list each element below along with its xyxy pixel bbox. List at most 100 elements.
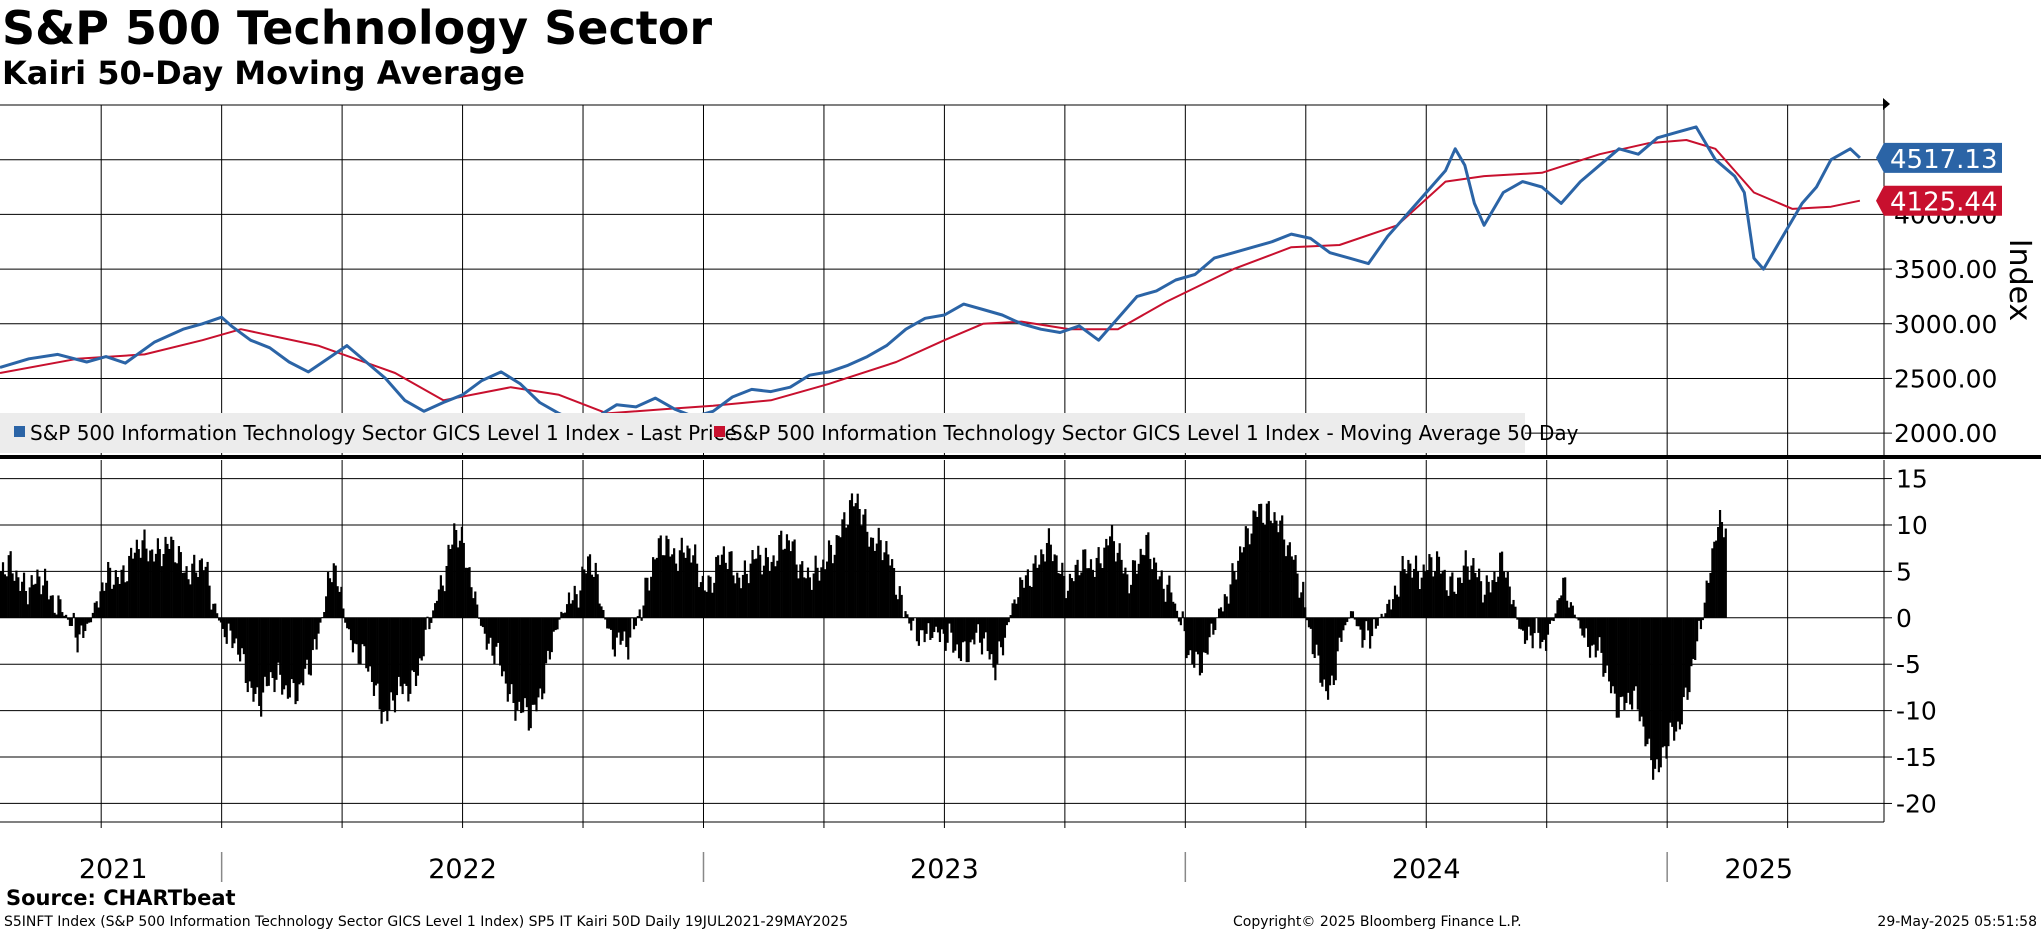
kairi-bar	[1451, 572, 1454, 618]
kairi-bar	[548, 617, 551, 660]
kairi-bar	[221, 617, 225, 629]
kairi-bar	[15, 570, 18, 618]
moving-average-tag-bg	[1876, 185, 2002, 216]
kairi-bar	[63, 615, 66, 618]
kairi-bar	[843, 512, 846, 618]
kairi-bar	[1277, 532, 1280, 618]
kairi-bar	[112, 584, 116, 618]
kairi-bar	[869, 537, 873, 618]
kairi-bar	[1273, 512, 1276, 618]
kairi-bar	[520, 617, 523, 714]
x-axis: 2021 2022 2023 2024 2025	[79, 822, 1793, 885]
kairi-bar	[627, 617, 630, 660]
kairi-bar	[718, 564, 722, 618]
kairi-bar	[1227, 603, 1230, 618]
kairi-bar	[254, 617, 257, 694]
kairi-bar	[24, 591, 28, 618]
kairi-bar	[785, 534, 789, 618]
kairi-bar	[1523, 617, 1527, 644]
kairi-bar	[1143, 555, 1146, 618]
kairi-bar	[558, 617, 561, 620]
kairi-bar	[766, 557, 769, 618]
kairi-bar	[332, 563, 335, 618]
kairi-bar	[1596, 617, 1599, 651]
kairi-bar	[682, 552, 685, 618]
kairi-bar	[1393, 585, 1397, 618]
kairi-bar	[361, 617, 364, 645]
kairi-bar	[57, 595, 60, 618]
kairi-bar	[728, 551, 731, 618]
kairi-bar	[1145, 534, 1148, 618]
kairi-bar	[952, 617, 955, 653]
kairi-bar	[502, 617, 506, 672]
kairi-bar	[969, 617, 972, 643]
kairi-bar	[1581, 617, 1584, 636]
kairi-bar	[445, 565, 448, 618]
kairi-bar	[1632, 617, 1636, 691]
kairi-bar	[409, 617, 412, 694]
kairi-bar	[973, 617, 976, 645]
kairi-bar	[1583, 617, 1586, 638]
kairi-bar	[1040, 549, 1043, 618]
kairi-bar	[1101, 568, 1104, 618]
kairi-bar	[856, 493, 859, 618]
kairi-bar	[564, 612, 567, 618]
kairi-bar	[636, 616, 639, 618]
kairi-bar	[782, 549, 785, 618]
kairi-bar	[384, 617, 387, 711]
kairi-bar	[1546, 617, 1550, 635]
kairi-bar	[97, 607, 100, 618]
kairi-bar	[839, 537, 842, 618]
kairi-bar	[1458, 577, 1462, 618]
kairi-bar	[1650, 617, 1653, 761]
kairi-bar	[1541, 617, 1544, 643]
kairi-bar	[468, 567, 471, 618]
kairi-bar	[1460, 582, 1464, 618]
kairi-bar	[193, 554, 196, 618]
kairi-bar	[1525, 617, 1529, 641]
kairi-bar	[1109, 536, 1112, 618]
kairi-bar	[847, 525, 850, 618]
kairi-bar	[523, 617, 527, 699]
kairi-bar	[202, 570, 205, 618]
kairi-bar	[126, 581, 129, 618]
kairi-bar	[917, 617, 920, 646]
kairi-bar	[1265, 503, 1268, 618]
kairi-bar	[369, 617, 372, 667]
kairi-bar	[38, 576, 41, 618]
kairi-bar	[1697, 617, 1701, 621]
kairi-bar	[1154, 562, 1158, 618]
kairi-bar	[852, 506, 855, 618]
kairi-bar	[185, 566, 188, 618]
kairi-bar	[919, 617, 922, 631]
kairi-bar	[866, 531, 869, 618]
kairi-bar	[1395, 594, 1399, 618]
kairi-bar	[841, 519, 844, 618]
kairi-bar	[1074, 564, 1077, 618]
kairi-bar	[1489, 592, 1492, 618]
kairi-bar	[1617, 617, 1620, 718]
kairi-bar	[93, 602, 96, 618]
kairi-bar	[1193, 617, 1196, 668]
kairi-bar	[1028, 585, 1031, 618]
kairi-bar	[982, 617, 986, 639]
kairi-bar	[910, 617, 913, 631]
kairi-bar	[1233, 571, 1236, 618]
kairi-bars	[0, 493, 1727, 780]
kairi-bar	[181, 572, 184, 618]
kairi-bar	[248, 617, 251, 682]
kairi-bar	[793, 539, 796, 618]
kairi-bar	[1141, 554, 1144, 618]
kairi-bar	[407, 617, 410, 702]
kairi-bar	[1520, 617, 1523, 630]
year-label: 2022	[428, 854, 497, 885]
kairi-bar	[1701, 617, 1704, 621]
kairi-bar	[1613, 617, 1616, 694]
kairi-bar	[629, 617, 632, 638]
kairi-bar	[1147, 532, 1150, 618]
kairi-bar	[1424, 571, 1427, 618]
kairi-bar	[476, 604, 479, 618]
kairi-bar	[889, 565, 892, 618]
kairi-bar	[745, 573, 748, 618]
kairi-bar	[1409, 563, 1412, 618]
